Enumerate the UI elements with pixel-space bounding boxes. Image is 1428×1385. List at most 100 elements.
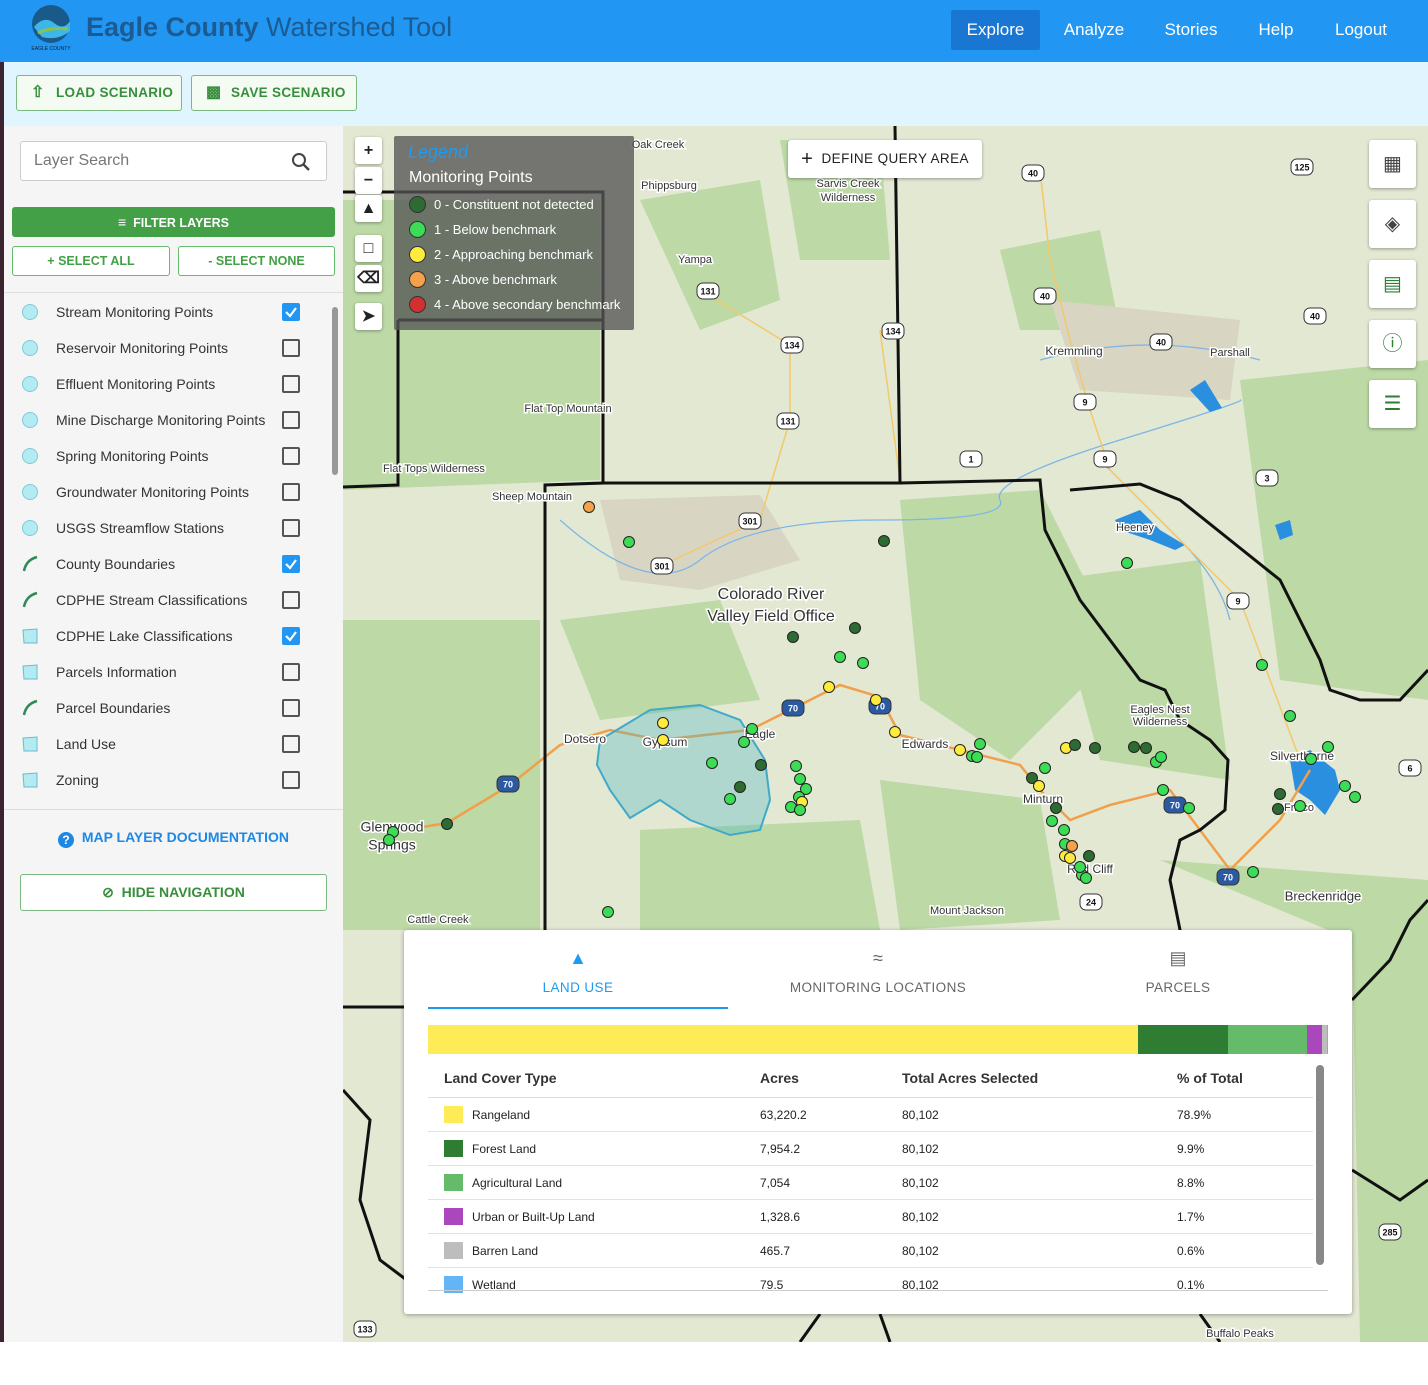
monitoring-point[interactable] <box>1064 852 1076 864</box>
monitoring-point[interactable] <box>823 681 835 693</box>
monitoring-point[interactable] <box>794 804 806 816</box>
monitoring-point[interactable] <box>834 651 846 663</box>
monitoring-point[interactable] <box>734 781 746 793</box>
filter-layers-button[interactable]: ≡ FILTER LAYERS <box>12 207 335 237</box>
monitoring-point[interactable] <box>1256 659 1268 671</box>
map-side-button[interactable]: ◈ <box>1369 200 1416 248</box>
monitoring-point[interactable] <box>800 783 812 795</box>
monitoring-point[interactable] <box>974 738 986 750</box>
monitoring-point[interactable] <box>706 757 718 769</box>
monitoring-point[interactable] <box>1247 866 1259 878</box>
layer-checkbox[interactable] <box>282 339 300 357</box>
monitoring-point[interactable] <box>1284 710 1296 722</box>
monitoring-point[interactable] <box>1305 753 1317 765</box>
define-query-button[interactable]: + DEFINE QUERY AREA <box>788 140 982 178</box>
monitoring-point[interactable] <box>1140 742 1152 754</box>
layer-checkbox[interactable] <box>282 411 300 429</box>
monitoring-point[interactable] <box>1069 739 1081 751</box>
monitoring-point[interactable] <box>857 657 869 669</box>
monitoring-point[interactable] <box>1074 861 1086 873</box>
map-tool-button[interactable]: □ <box>355 235 382 262</box>
monitoring-point[interactable] <box>954 744 966 756</box>
monitoring-point[interactable] <box>794 773 806 785</box>
layer-checkbox[interactable] <box>282 591 300 609</box>
monitoring-point[interactable] <box>1039 762 1051 774</box>
layer-checkbox[interactable] <box>282 627 300 645</box>
monitoring-point[interactable] <box>787 631 799 643</box>
monitoring-point[interactable] <box>1026 772 1038 784</box>
monitoring-point[interactable] <box>602 906 614 918</box>
layer-checkbox[interactable] <box>282 375 300 393</box>
monitoring-point[interactable] <box>724 793 736 805</box>
monitoring-point[interactable] <box>790 760 802 772</box>
monitoring-point[interactable] <box>1294 800 1306 812</box>
map-tool-button[interactable]: ▲ <box>355 195 382 222</box>
map-side-button[interactable]: ⓘ <box>1369 320 1416 368</box>
monitoring-point[interactable] <box>1349 791 1361 803</box>
map-side-button[interactable]: ▤ <box>1369 260 1416 308</box>
monitoring-point[interactable] <box>657 717 669 729</box>
layer-checkbox[interactable] <box>282 699 300 717</box>
monitoring-point[interactable] <box>1121 557 1133 569</box>
monitoring-point[interactable] <box>1089 742 1101 754</box>
place-label: Dotsero <box>564 732 606 746</box>
monitoring-point[interactable] <box>1274 788 1286 800</box>
doc-link[interactable]: ? MAP LAYER DOCUMENTATION <box>4 829 343 848</box>
tab[interactable]: LAND USE <box>542 980 614 995</box>
monitoring-point[interactable] <box>1128 741 1140 753</box>
select-all-button[interactable]: + SELECT ALL <box>12 246 170 276</box>
monitoring-point[interactable] <box>1080 872 1092 884</box>
layer-checkbox[interactable] <box>282 483 300 501</box>
tab[interactable]: MONITORING LOCATIONS <box>789 980 967 995</box>
monitoring-point[interactable] <box>878 535 890 547</box>
monitoring-point[interactable] <box>1050 802 1062 814</box>
nav-item[interactable]: Help <box>1258 20 1294 39</box>
layer-checkbox[interactable] <box>282 303 300 321</box>
monitoring-point[interactable] <box>1183 802 1195 814</box>
map-tool-button[interactable]: + <box>355 137 382 164</box>
monitoring-point[interactable] <box>623 536 635 548</box>
monitoring-point[interactable] <box>1033 780 1045 792</box>
layer-checkbox[interactable] <box>282 555 300 573</box>
select-none-button[interactable]: - SELECT NONE <box>178 246 335 276</box>
layer-search[interactable]: Layer Search <box>20 141 327 181</box>
monitoring-point[interactable] <box>889 726 901 738</box>
monitoring-point[interactable] <box>738 736 750 748</box>
monitoring-point[interactable] <box>746 723 758 735</box>
monitoring-point[interactable] <box>849 622 861 634</box>
monitoring-point[interactable] <box>1083 850 1095 862</box>
monitoring-point[interactable] <box>441 818 453 830</box>
monitoring-point[interactable] <box>755 759 767 771</box>
monitoring-point[interactable] <box>971 751 983 763</box>
layer-checkbox[interactable] <box>282 447 300 465</box>
layer-checkbox[interactable] <box>282 735 300 753</box>
tab[interactable]: PARCELS <box>1145 980 1211 995</box>
map-tool-button[interactable]: − <box>355 167 382 194</box>
map-side-button[interactable]: ▦ <box>1369 140 1416 188</box>
monitoring-point[interactable] <box>870 694 882 706</box>
nav-item[interactable]: Stories <box>1164 20 1218 39</box>
layer-checkbox[interactable] <box>282 519 300 537</box>
layer-checkbox[interactable] <box>282 663 300 681</box>
toolbar-button[interactable]: ▩ SAVE SCENARIO <box>191 75 357 111</box>
nav-item[interactable]: Explore <box>951 10 1040 50</box>
nav-item[interactable]: Logout <box>1335 20 1387 39</box>
monitoring-point[interactable] <box>583 501 595 513</box>
monitoring-point[interactable] <box>657 734 669 746</box>
monitoring-point[interactable] <box>1272 803 1284 815</box>
monitoring-point[interactable] <box>1058 824 1070 836</box>
map-tool-button[interactable]: ➤ <box>355 303 382 330</box>
monitoring-point[interactable] <box>1155 751 1167 763</box>
toolbar-button[interactable]: ⇧ LOAD SCENARIO <box>16 75 182 111</box>
monitoring-point[interactable] <box>1157 784 1169 796</box>
hide-navigation-button[interactable]: ⊘ HIDE NAVIGATION <box>20 874 327 911</box>
layer-checkbox[interactable] <box>282 771 300 789</box>
monitoring-point[interactable] <box>383 834 395 846</box>
nav-item[interactable]: Analyze <box>1063 20 1125 39</box>
monitoring-point[interactable] <box>1322 741 1334 753</box>
map-tool-button[interactable]: ⌫ <box>355 265 382 292</box>
map-side-button[interactable]: ☰ <box>1369 380 1416 428</box>
monitoring-point[interactable] <box>1339 780 1351 792</box>
monitoring-point[interactable] <box>1046 815 1058 827</box>
monitoring-point[interactable] <box>1066 840 1078 852</box>
